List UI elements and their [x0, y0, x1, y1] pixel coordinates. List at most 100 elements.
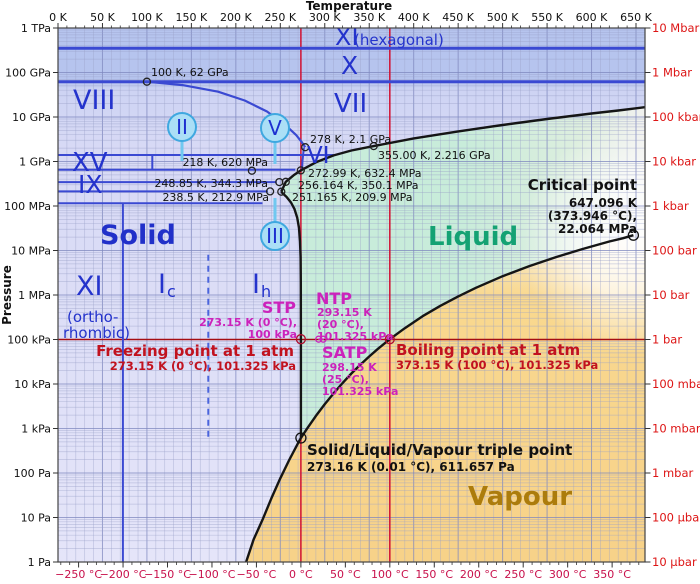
- grid: [58, 28, 645, 562]
- supercritical-fade: [519, 125, 645, 355]
- bottom-tick-label: −150 °C: [144, 568, 191, 581]
- label-i: I: [158, 269, 166, 300]
- top-tick-label: 200 K: [220, 11, 252, 24]
- right-tick-label: 100 mbar: [652, 377, 700, 391]
- left-tick-label: 100 GPa: [5, 67, 51, 80]
- right-tick-label: 100 bar: [652, 244, 697, 258]
- label-ortho: (ortho-: [67, 308, 118, 326]
- label-373-15-k-100-c-101-325-kpa: 373.15 K (100 °C), 101.325 kPa: [396, 358, 598, 372]
- top-tick-label: 150 K: [176, 11, 208, 24]
- region-vapour: [246, 235, 645, 562]
- label-100-k-62-gpa: 100 K, 62 GPa: [151, 66, 229, 79]
- right-tick-label: 1 Mbar: [652, 66, 692, 80]
- right-tick-label: 10 μbar: [652, 555, 697, 569]
- left-tick-label: 1 Pa: [28, 556, 51, 569]
- left-tick-label: 1 kPa: [21, 423, 51, 436]
- label-vii: VII: [334, 89, 367, 119]
- top-tick-label: 300 K: [309, 11, 341, 24]
- bottom-tick-label: −200 °C: [100, 568, 147, 581]
- top-tick-label: 550 K: [531, 11, 563, 24]
- curve-sublimation: [244, 437, 302, 562]
- bottom-tick-label: −250 °C: [55, 568, 102, 581]
- label-101-325-kpa: 101.325 kPa: [322, 385, 398, 398]
- curve-melting-high: [280, 106, 645, 193]
- label-freezing-point-at-1-atm: Freezing point at 1 atm: [96, 342, 294, 360]
- label-h: h: [261, 282, 271, 301]
- right-tick-label: 10 bar: [652, 288, 690, 302]
- label-101-325-kpa: 101.325 kPa: [317, 330, 393, 343]
- bottom-tick-label: 0 °C: [289, 568, 313, 581]
- bottom-tick-label: −50 °C: [236, 568, 276, 581]
- marker-point: [265, 187, 275, 196]
- label-critical-point: Critical point: [528, 176, 637, 194]
- right-tick-label: 10 Mbar: [652, 21, 700, 35]
- curve-melting-ih: [280, 190, 303, 438]
- label-273-15-k-0-c-101-325-kpa: 273.15 K (0 °C), 101.325 kPa: [110, 359, 296, 373]
- bottom-tick-label: 150 °C: [415, 568, 453, 581]
- bottom-tick-label: 250 °C: [504, 568, 542, 581]
- circled-ice-labels: II V III: [167, 112, 290, 251]
- ice-phase-circle: [260, 221, 290, 251]
- top-axis-title: Temperature: [306, 0, 392, 13]
- label-298-15-k: 298.15 K: [322, 361, 377, 374]
- left-tick-label: 10 MPa: [11, 245, 51, 258]
- ice-phase-circle: [167, 112, 197, 142]
- marker-point: [296, 166, 305, 175]
- label-xi: XI: [76, 271, 102, 302]
- label-272-99-k-632-4-mpa: 272.99 K, 632.4 MPa: [308, 167, 422, 180]
- marker-point: [315, 335, 323, 343]
- bottom-tick-label: −100 °C: [189, 568, 236, 581]
- top-tick-label: 0 K: [49, 11, 67, 24]
- label-satp: SATP: [322, 343, 368, 362]
- curve-vaporization: [299, 234, 634, 439]
- top-tick-label: 50 K: [90, 11, 115, 24]
- label-rhombic: rhombic): [63, 324, 130, 342]
- left-tick-label: 100 kPa: [7, 334, 51, 347]
- label-xi: XI: [335, 23, 359, 51]
- bottom-tick-label: 300 °C: [549, 568, 587, 581]
- left-tick-label: 100 Pa: [14, 467, 51, 480]
- left-tick-label: 100 MPa: [4, 200, 51, 213]
- label-hexagonal: (hexagonal): [354, 31, 444, 49]
- bottom-tick-label: 200 °C: [460, 568, 498, 581]
- label-218-k-620-mpa: 218 K, 620 MPa: [182, 156, 268, 169]
- right-tick-label: 100 μbar: [652, 511, 700, 525]
- marker-point: [142, 77, 152, 86]
- label-i: I: [252, 269, 260, 300]
- bottom-tick-label: 350 °C: [593, 568, 631, 581]
- left-tick-label: 1 MPa: [18, 289, 51, 302]
- top-tick-label: 500 K: [487, 11, 519, 24]
- marker-point: [369, 141, 378, 151]
- top-tick-label: 100 K: [131, 11, 163, 24]
- top-tick-label: 400 K: [398, 11, 430, 24]
- label-boiling-point-at-1-atm: Boiling point at 1 atm: [396, 341, 580, 359]
- label-vapour: Vapour: [468, 482, 572, 512]
- label-ntp: NTP: [316, 289, 352, 308]
- curve-viii-vii-boundary: [146, 80, 307, 148]
- label-251-165-k-209-9-mpa: 251.165 K, 209.9 MPa: [292, 191, 413, 204]
- label-22-064-mpa: 22.064 MPa: [558, 222, 637, 236]
- data-markers: [142, 77, 640, 444]
- top-tick-label: 600 K: [576, 11, 608, 24]
- label-373-946-c: (373.946 °C),: [548, 209, 637, 223]
- marker-point: [281, 177, 290, 186]
- label-xv: XV: [72, 148, 108, 178]
- label-256-164-k-350-1-mpa: 256.164 K, 350.1 MPa: [298, 179, 419, 192]
- marker-point: [295, 334, 307, 345]
- right-tick-label: 1 bar: [652, 333, 682, 347]
- circled-label-II: II: [176, 115, 188, 139]
- label-x: X: [341, 51, 358, 80]
- label-solid-liquid-vapour-triple-point: Solid/Liquid/Vapour triple point: [307, 441, 572, 459]
- right-tick-label: 10 kbar: [652, 155, 696, 169]
- label-25-c: (25 °C),: [322, 373, 369, 386]
- left-tick-label: 1 GPa: [19, 156, 51, 169]
- top-tick-label: 350 K: [353, 11, 385, 24]
- label-vi: VI: [307, 143, 330, 169]
- circled-label-III: III: [266, 224, 284, 248]
- marker-point: [319, 335, 327, 343]
- right-tick-label: 1 mbar: [652, 466, 694, 480]
- curve-vi-left-boundary: [301, 147, 305, 170]
- marker-point: [384, 334, 395, 345]
